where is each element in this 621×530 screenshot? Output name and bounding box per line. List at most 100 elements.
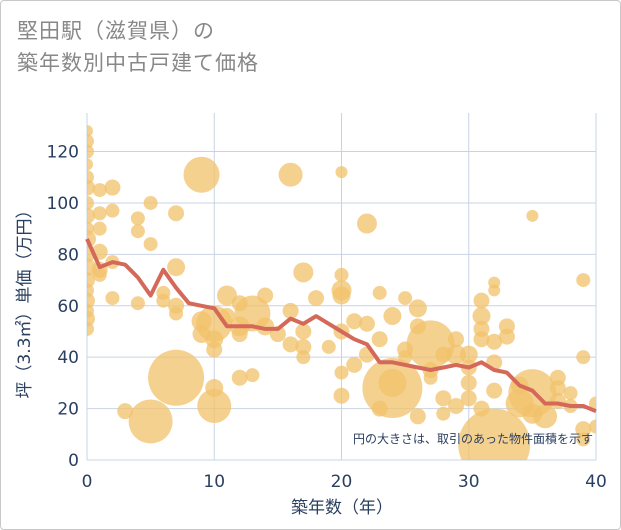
chart-title-line2: 築年数別中古戸建て価格 [17, 51, 259, 75]
data-bubble [206, 341, 223, 358]
data-bubble [308, 290, 325, 307]
data-bubble [231, 326, 248, 343]
data-bubble [169, 306, 184, 321]
data-bubble [575, 421, 592, 438]
data-bubble [371, 331, 388, 348]
data-bubble [295, 338, 312, 355]
data-bubble [148, 349, 205, 406]
data-bubble [167, 258, 186, 277]
y-tick-label: 40 [57, 348, 79, 368]
data-bubble [278, 162, 303, 187]
data-bubble [563, 386, 578, 401]
data-bubble [87, 207, 95, 224]
data-bubble [576, 273, 591, 288]
data-bubble [87, 134, 94, 149]
data-bubble [183, 156, 220, 193]
trend-line [85, 238, 597, 414]
data-bubble [130, 211, 145, 226]
data-bubble [143, 195, 158, 210]
data-bubble [117, 403, 134, 420]
chart-title: 堅田駅（滋賀県）の 築年数別中古戸建て価格 [17, 15, 577, 79]
y-tick-label: 0 [68, 451, 79, 471]
data-bubble [130, 224, 145, 239]
x-tick-label: 20 [331, 472, 353, 492]
y-tick-label: 20 [57, 400, 79, 420]
data-bubble [321, 339, 336, 354]
data-bubble [332, 286, 351, 305]
chart-title-line1: 堅田駅（滋賀県）の [17, 19, 215, 43]
data-bubble [87, 179, 95, 196]
y-tick-label: 60 [57, 297, 79, 317]
chart-annotation: 円の大きさは、取引のあった物件面積を示す [353, 431, 593, 446]
data-bubble [576, 350, 591, 365]
data-bubble [398, 291, 413, 306]
data-bubble [293, 262, 314, 283]
data-bubble [460, 390, 477, 407]
data-bubble [458, 408, 531, 460]
y-tick-label: 100 [47, 194, 79, 214]
data-bubble [92, 267, 107, 282]
data-bubble [87, 124, 93, 137]
data-bubble [334, 365, 349, 380]
data-bubble [448, 331, 465, 348]
data-bubble [296, 350, 311, 365]
data-bubble [346, 356, 363, 373]
data-bubble [498, 328, 515, 345]
data-bubble [282, 336, 299, 353]
data-bubble [87, 321, 94, 336]
data-bubble [282, 302, 299, 319]
data-bubble [549, 380, 566, 397]
data-bubble [335, 166, 348, 179]
data-bubble [334, 267, 349, 282]
data-bubble [346, 313, 363, 330]
y-tick-label: 80 [57, 245, 79, 265]
data-bubble [128, 399, 173, 444]
data-bubble [358, 315, 375, 332]
data-bubble [473, 331, 490, 348]
bubble-layer [87, 124, 596, 460]
y-tick-label: 120 [47, 143, 79, 163]
data-bubble [105, 203, 120, 218]
data-bubble [473, 292, 490, 309]
data-bubble [372, 285, 387, 300]
y-axis-title: 坪（3.3㎡）単価（万円） [15, 201, 35, 398]
x-tick-label: 40 [585, 472, 607, 492]
x-tick-label: 0 [82, 472, 93, 492]
data-bubble [423, 370, 438, 385]
data-bubble [92, 221, 107, 236]
data-bubble [408, 299, 427, 318]
data-bubble [356, 213, 377, 234]
data-bubble [409, 408, 426, 425]
data-bubble [105, 291, 120, 306]
data-bubble [92, 183, 107, 198]
data-bubble [216, 285, 237, 306]
data-bubble [459, 345, 478, 364]
x-tick-label: 30 [458, 472, 480, 492]
data-bubble [295, 323, 312, 340]
data-bubble [130, 296, 145, 311]
x-tick-label: 10 [203, 472, 225, 492]
data-bubble [92, 206, 107, 221]
data-bubble [333, 387, 350, 404]
data-bubble [460, 374, 477, 391]
tick-labels: 0 10 20 30 40 0 20 40 60 80 100 120 [47, 143, 607, 492]
data-bubble [104, 179, 121, 196]
data-bubble [486, 382, 503, 399]
data-bubble [472, 307, 491, 326]
data-bubble [231, 369, 248, 386]
data-bubble [488, 284, 501, 297]
data-bubble [245, 368, 260, 383]
data-bubble [448, 398, 465, 415]
data-bubble [156, 285, 171, 300]
data-bubble [383, 307, 402, 326]
trend-layer [85, 238, 597, 414]
data-bubble [87, 158, 93, 171]
data-bubble [143, 237, 158, 252]
data-bubble [589, 419, 596, 434]
data-bubble [526, 209, 539, 222]
data-bubble [257, 287, 274, 304]
data-bubble [533, 404, 558, 429]
data-bubble [168, 205, 185, 222]
data-bubble [87, 195, 94, 210]
